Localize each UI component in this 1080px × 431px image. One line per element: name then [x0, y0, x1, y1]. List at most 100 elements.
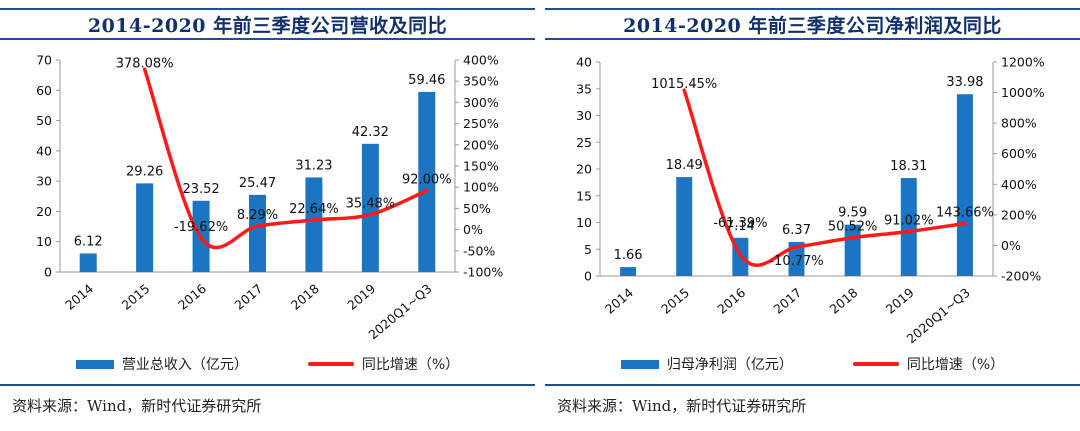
line-data-label: 92.00% — [402, 173, 452, 188]
y-left-tick-label: 5 — [584, 242, 592, 257]
bar-data-label: 29.26 — [126, 164, 163, 179]
bar — [620, 267, 637, 276]
y-left-tick-label: 25 — [576, 135, 592, 150]
y-right-tick-label: 50% — [463, 201, 491, 216]
legend-line-label: 同比增速（%） — [361, 357, 460, 373]
y-right-tick-label: 1000% — [1001, 85, 1045, 100]
y-left-tick-label: 20 — [576, 162, 592, 177]
bar-data-label: 23.52 — [182, 182, 219, 197]
bar — [361, 143, 379, 272]
y-right-tick-label: 200% — [1001, 207, 1037, 222]
y-left-tick-label: 35 — [576, 81, 592, 96]
line-data-label: 378.08% — [116, 56, 174, 71]
y-left-tick-label: 30 — [36, 174, 52, 189]
chart-title-bar: 2014-2020 年前三季度公司净利润及同比 — [545, 8, 1080, 40]
bar-data-label: 1.66 — [614, 248, 643, 263]
y-left-tick-label: 0 — [584, 269, 592, 284]
line-data-label: 91.02% — [884, 214, 934, 229]
y-right-tick-label: 400% — [463, 53, 499, 68]
y-right-tick-label: 300% — [463, 95, 499, 110]
y-left-tick-label: 40 — [36, 143, 52, 158]
profit-chart: 0 5 10 15 20 25 30 35 40 -200% 0% 200% 400% 600% 800% 1… — [576, 55, 1045, 347]
bar — [418, 91, 436, 272]
bar — [249, 194, 266, 272]
source-note: 资料来源：Wind，新时代证券研究所 — [545, 384, 1080, 426]
bar-data-label: 31.23 — [295, 158, 332, 173]
legend-line-swatch — [852, 362, 899, 366]
y-left-tick-label: 50 — [36, 113, 52, 128]
x-tick-label: 2017 — [770, 285, 804, 317]
x-tick-label: 2018 — [827, 285, 861, 317]
y-left-tick-label: 0 — [44, 265, 52, 280]
x-tick-label: 2014 — [602, 285, 636, 317]
y-right-tick-label: 100% — [463, 180, 499, 195]
x-tick-label: 2017 — [231, 281, 265, 313]
chart-title: 2014-2020 年前三季度公司净利润及同比 — [623, 14, 1002, 37]
y-left-tick-label: 40 — [576, 55, 592, 70]
line-data-label: -61.39% — [713, 216, 767, 231]
legend-line-label: 同比增速（%） — [906, 357, 1005, 373]
x-tick-label: 2018 — [288, 281, 322, 313]
growth-line — [142, 67, 429, 250]
legend-item-line: 同比增速（%） — [307, 354, 460, 374]
legend-item-line: 同比增速（%） — [852, 354, 1005, 374]
x-tick-label: 2019 — [344, 281, 378, 313]
y-right-tick-label: 0% — [1001, 238, 1021, 253]
revenue-chart: 0 10 20 30 40 50 60 70 -100% -50% 0% 50% 100% 150% 200… — [36, 53, 503, 343]
y-left-tick-label: 60 — [36, 83, 52, 98]
y-right-tick-label: 0% — [463, 222, 483, 237]
y-right-tick-label: 150% — [463, 159, 499, 174]
line-data-label: 8.29% — [237, 208, 278, 223]
y-right-tick-label: 1200% — [1001, 55, 1045, 70]
bar — [136, 183, 154, 272]
bar-data-label: 59.46 — [408, 73, 445, 88]
bar-data-label: 9.59 — [838, 206, 867, 221]
source-note: 资料来源：Wind，新时代证券研究所 — [0, 384, 535, 426]
bar-data-label: 6.12 — [74, 234, 103, 249]
bar — [305, 177, 323, 272]
y-right-tick-label: 600% — [1001, 146, 1037, 161]
chart-title: 2014-2020 年前三季度公司营收及同比 — [87, 14, 448, 37]
legend-bar-swatch — [75, 359, 114, 369]
y-right-tick-label: -50% — [463, 243, 495, 258]
y-right-tick-label: 400% — [1001, 177, 1037, 192]
revenue-chart-panel: 2014-2020 年前三季度公司营收及同比 0 10 20 30 40 50 60 70 -1… — [0, 0, 535, 431]
y-left-tick-label: 10 — [36, 234, 52, 249]
line-data-label: 1015.45% — [651, 77, 717, 92]
y-left-tick-label: 15 — [576, 188, 592, 203]
bar — [676, 177, 693, 276]
line-data-label: -19.62% — [174, 220, 228, 235]
bar — [788, 241, 805, 276]
bar — [900, 178, 917, 276]
y-left-tick-label: 30 — [576, 108, 592, 123]
y-right-tick-label: 800% — [1001, 116, 1037, 131]
y-right-tick-label: 200% — [463, 137, 499, 152]
y-right-tick-label: -100% — [463, 265, 503, 280]
line-data-label: 143.66% — [936, 205, 994, 220]
legend-line-swatch — [307, 362, 354, 366]
bar-data-label: 42.32 — [352, 125, 389, 140]
bar-data-label: 25.47 — [239, 176, 276, 191]
legend-item-bar: 归母净利润（亿元） — [620, 354, 793, 374]
y-right-tick-label: -200% — [1001, 269, 1041, 284]
y-left-tick-label: 70 — [36, 53, 52, 68]
bar-data-label: 18.49 — [666, 158, 703, 173]
y-left-tick-label: 20 — [36, 204, 52, 219]
bar-data-label: 7.14 — [726, 219, 755, 234]
x-tick-label: 2015 — [119, 281, 153, 313]
chart-title-bar: 2014-2020 年前三季度公司营收及同比 — [0, 8, 535, 40]
line-data-label: -10.77% — [769, 254, 823, 269]
bar-data-label: 18.31 — [890, 159, 927, 174]
x-tick-label: 2016 — [714, 285, 748, 317]
y-right-tick-label: 350% — [463, 74, 499, 89]
line-data-label: 35.48% — [346, 197, 396, 212]
chart-legend: 归母净利润（亿元） 同比增速（%） — [545, 352, 1080, 376]
y-left-tick-label: 10 — [576, 215, 592, 230]
profit-chart-panel: 2014-2020 年前三季度公司净利润及同比 0 5 10 15 20 25 30 35 40… — [545, 0, 1080, 431]
growth-line — [682, 88, 967, 267]
bar — [956, 94, 973, 276]
x-tick-label: 2019 — [883, 285, 917, 317]
line-data-label: 22.64% — [289, 202, 339, 217]
line-data-label: 50.52% — [828, 220, 878, 235]
legend-bar-label: 归母净利润（亿元） — [666, 357, 793, 373]
